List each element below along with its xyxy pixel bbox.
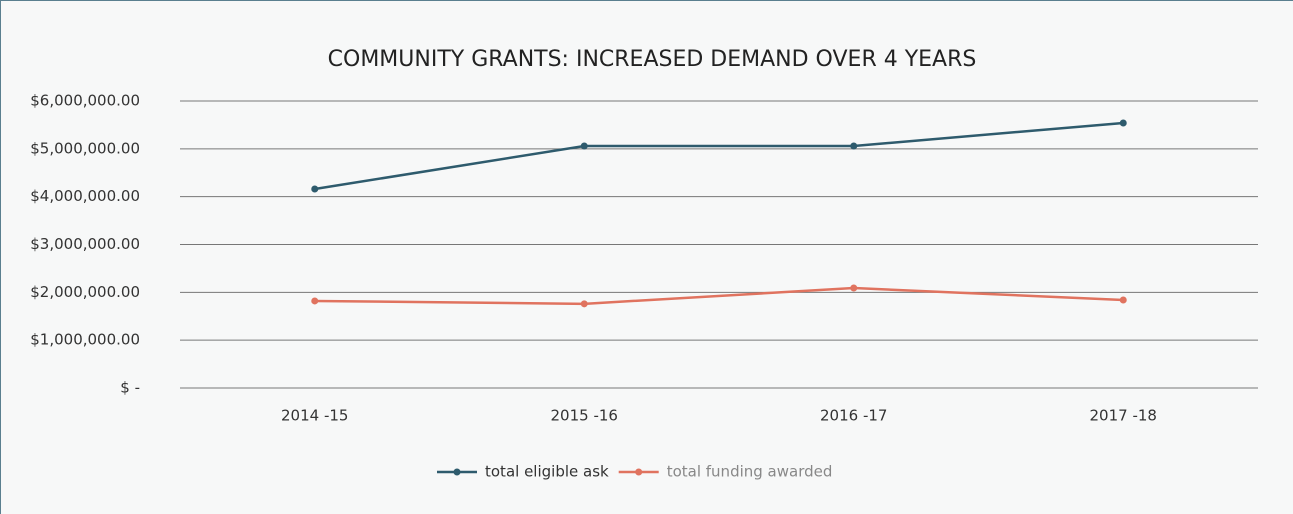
y-tick-label: $ - — [120, 379, 140, 397]
series-line — [314, 121, 1124, 191]
y-tick-label: $1,000,000.00 — [30, 331, 140, 349]
x-tick-label: 2015 -16 — [551, 407, 618, 425]
data-point — [850, 142, 858, 150]
data-point — [311, 297, 319, 305]
series-line — [314, 286, 1124, 306]
y-tick-label: $2,000,000.00 — [30, 283, 140, 301]
data-point — [1119, 296, 1127, 304]
legend-label: total eligible ask — [485, 463, 609, 481]
data-point — [580, 300, 588, 308]
legend-label: total funding awarded — [667, 463, 833, 481]
y-tick-label: $5,000,000.00 — [30, 139, 140, 157]
x-tick-label: 2016 -17 — [820, 407, 887, 425]
y-tick-label: $4,000,000.00 — [30, 187, 140, 205]
y-tick-label: $6,000,000.00 — [30, 92, 140, 110]
data-point — [311, 185, 319, 193]
legend-marker — [453, 468, 461, 476]
x-tick-label: 2017 -18 — [1090, 407, 1157, 425]
x-tick-label: 2014 -15 — [281, 407, 348, 425]
data-point — [1119, 119, 1127, 127]
data-point — [580, 142, 588, 150]
legend-marker — [635, 468, 643, 476]
y-tick-label: $3,000,000.00 — [30, 235, 140, 253]
data-point — [850, 284, 858, 292]
chart-title: COMMUNITY GRANTS: INCREASED DEMAND OVER … — [328, 47, 977, 72]
